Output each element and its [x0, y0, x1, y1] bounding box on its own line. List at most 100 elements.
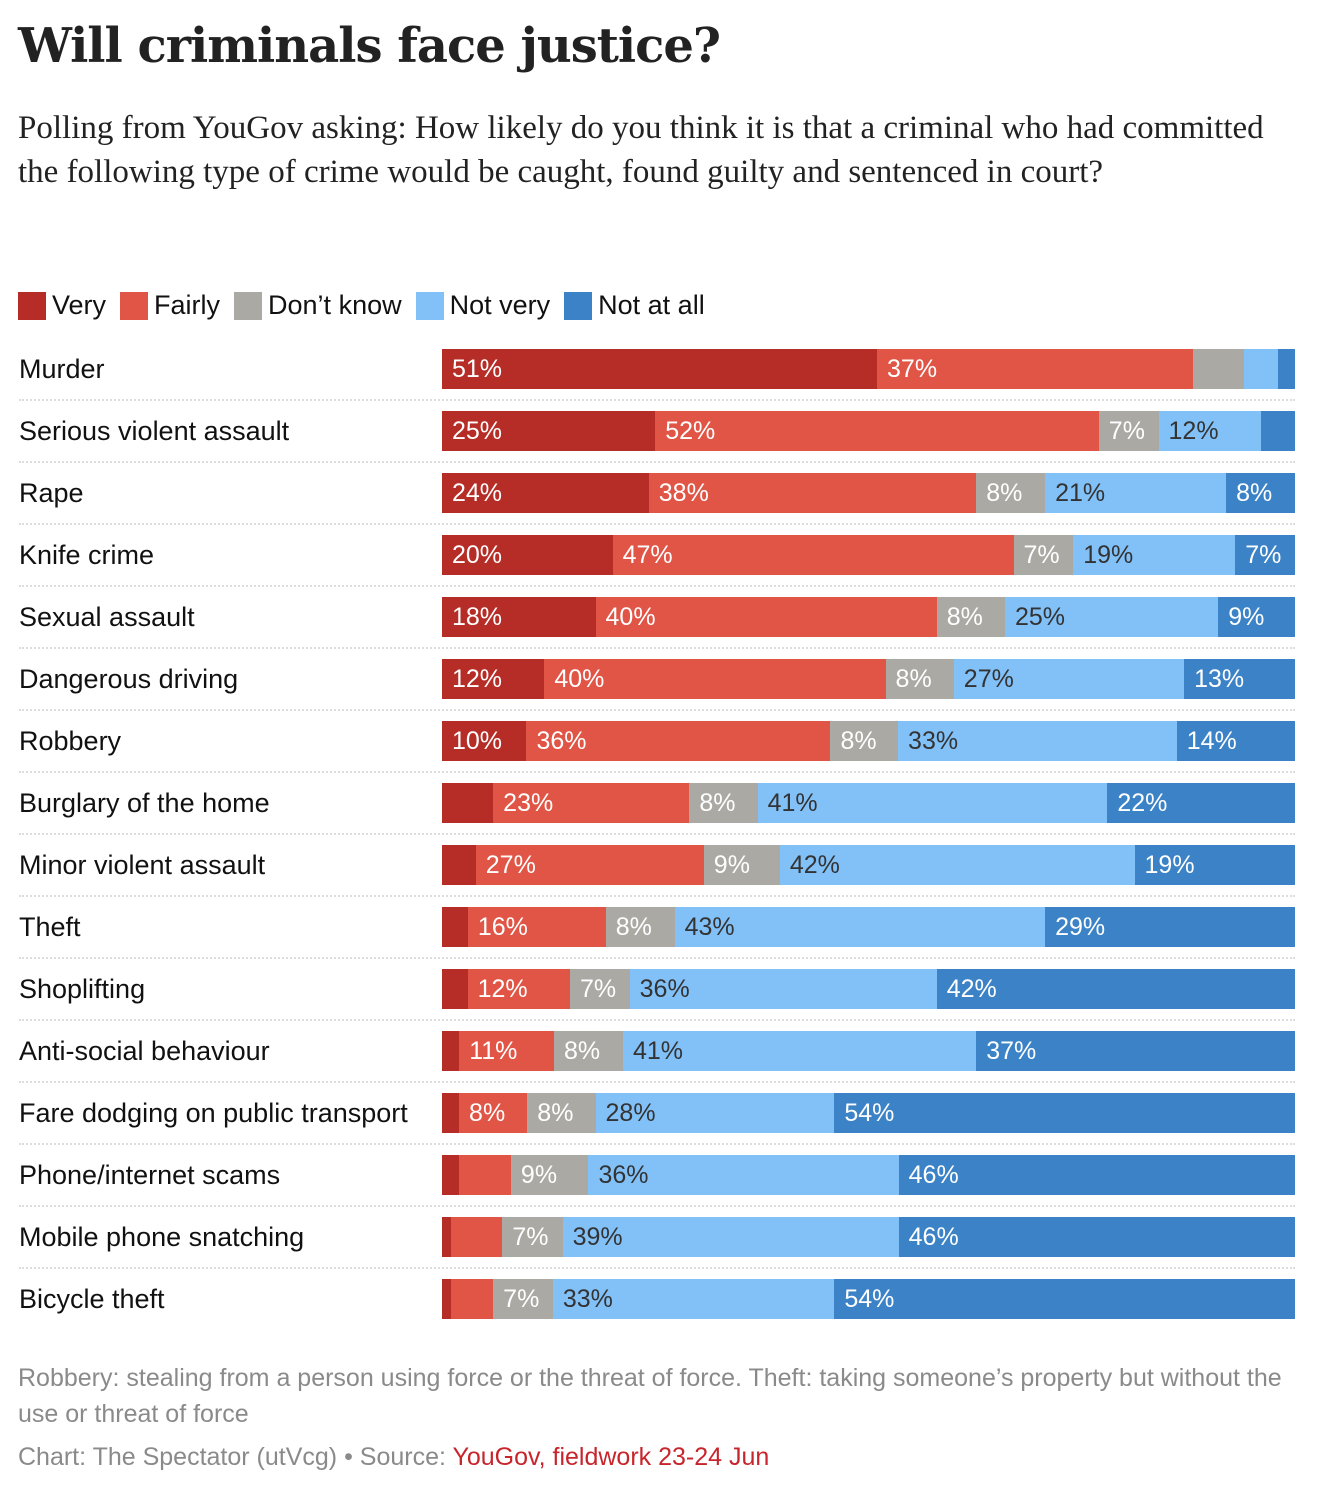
bar-segment: 7%	[1235, 535, 1295, 575]
bar-segment: 36%	[629, 969, 937, 1009]
bar-segment: 8%	[1226, 473, 1295, 513]
legend-item: Very	[18, 290, 106, 321]
bar-segment: 16%	[467, 907, 606, 947]
bar-segment: 37%	[877, 349, 1193, 389]
bar-segment: 36%	[588, 1155, 899, 1195]
bar-segment: 52%	[655, 411, 1099, 451]
bar-segment	[442, 1155, 460, 1195]
bar-segment: 7%	[493, 1279, 553, 1319]
row-divider	[19, 1019, 1295, 1021]
bar-segment	[442, 1279, 452, 1319]
bar-segment: 20%	[442, 535, 613, 575]
credit: Chart: The Spectator (utVcg) • Source: Y…	[18, 1443, 769, 1472]
row-divider	[19, 523, 1295, 525]
bar-segment: 37%	[976, 1031, 1295, 1071]
bar-segment: 18%	[442, 597, 596, 637]
legend-label: Not very	[449, 290, 551, 320]
bar-segment: 9%	[703, 845, 780, 885]
bar-segment: 24%	[442, 473, 649, 513]
category-label: Dangerous driving	[19, 664, 239, 694]
bar-segment	[1243, 349, 1278, 389]
bar-segment: 8%	[976, 473, 1046, 513]
legend-item: Not very	[415, 290, 551, 321]
bar-segment: 40%	[544, 659, 886, 699]
bar-segment: 38%	[648, 473, 977, 513]
bar-segment	[442, 1093, 460, 1133]
source-link[interactable]: YouGov, fieldwork 23-24 Jun	[452, 1443, 770, 1471]
legend-label: Don’t know	[268, 290, 402, 320]
row-divider	[19, 833, 1295, 835]
row-divider	[19, 895, 1295, 897]
bar-segment	[459, 1155, 511, 1195]
bar-segment: 8%	[936, 597, 1005, 637]
bar-segment: 8%	[605, 907, 675, 947]
bar-segment: 7%	[1013, 535, 1074, 575]
category-label: Serious violent assault	[19, 416, 290, 446]
bar-segment: 36%	[526, 721, 831, 761]
bar-segment	[442, 907, 468, 947]
category-label: Fare dodging on public transport	[19, 1098, 408, 1128]
bar-segment	[1277, 349, 1295, 389]
bar-segment: 12%	[467, 969, 570, 1009]
legend-item: Not at all	[564, 290, 705, 321]
bar-segment: 27%	[953, 659, 1185, 699]
bar-segment: 46%	[898, 1155, 1295, 1195]
row-divider	[19, 709, 1295, 711]
bar-segment: 7%	[1098, 411, 1159, 451]
bar-segment	[1260, 411, 1295, 451]
bar-segment: 28%	[595, 1093, 835, 1133]
bar-segment: 19%	[1073, 535, 1236, 575]
bar-segment: 13%	[1184, 659, 1295, 699]
row-divider	[19, 647, 1295, 649]
category-label: Anti-social behaviour	[19, 1036, 270, 1066]
category-label: Rape	[19, 478, 84, 508]
bar-segment: 8%	[689, 783, 758, 823]
legend-label: Very	[52, 290, 107, 320]
bar-segment: 29%	[1045, 907, 1295, 947]
footnote: Robbery: stealing from a person using fo…	[18, 1364, 1282, 1428]
bar-segment: 23%	[493, 783, 690, 823]
legend-swatch	[120, 291, 149, 320]
credit-prefix: Chart: The Spectator (utVcg) • Source:	[18, 1443, 453, 1471]
bar-segment	[450, 1279, 494, 1319]
bar-segment	[442, 783, 494, 823]
bar-segment: 7%	[569, 969, 630, 1009]
bar-segment: 21%	[1045, 473, 1227, 513]
category-label: Burglary of the home	[19, 788, 270, 818]
category-label: Minor violent assault	[19, 850, 266, 880]
bar-segment: 11%	[459, 1031, 554, 1071]
bar-segment: 43%	[674, 907, 1046, 947]
bar-segment	[442, 1217, 452, 1257]
row-divider	[19, 957, 1295, 959]
bar-segment: 22%	[1107, 783, 1295, 823]
bar-segment: 46%	[898, 1217, 1295, 1257]
bar-segment: 39%	[562, 1217, 899, 1257]
category-label: Shoplifting	[19, 974, 146, 1004]
chart-subtitle: Polling from YouGov asking: How likely d…	[18, 110, 1264, 190]
bar-segment: 9%	[510, 1155, 589, 1195]
row-divider	[19, 1081, 1295, 1083]
row-divider	[19, 585, 1295, 587]
row-divider	[19, 1267, 1295, 1269]
legend-swatch	[564, 291, 593, 320]
category-label: Sexual assault	[19, 602, 195, 632]
bar-segment: 54%	[834, 1279, 1295, 1319]
row-divider	[19, 1205, 1295, 1207]
bar-segment: 8%	[554, 1031, 623, 1071]
bar-segment: 14%	[1176, 721, 1295, 761]
category-label: Mobile phone snatching	[19, 1222, 305, 1252]
legend-swatch	[18, 291, 46, 320]
bar-segment	[442, 845, 476, 885]
bar-segment: 33%	[552, 1279, 835, 1319]
bar-segment: 33%	[898, 721, 1177, 761]
category-label: Robbery	[19, 726, 122, 756]
row-divider	[19, 771, 1295, 773]
row-divider	[19, 1143, 1295, 1145]
bar-segment: 8%	[830, 721, 899, 761]
bar-segment: 8%	[885, 659, 954, 699]
bar-segment	[1192, 349, 1244, 389]
legend-swatch	[415, 291, 444, 320]
chart-title: Will criminals face justice?	[18, 18, 721, 74]
bar-segment	[450, 1217, 503, 1257]
category-label: Theft	[19, 912, 81, 942]
